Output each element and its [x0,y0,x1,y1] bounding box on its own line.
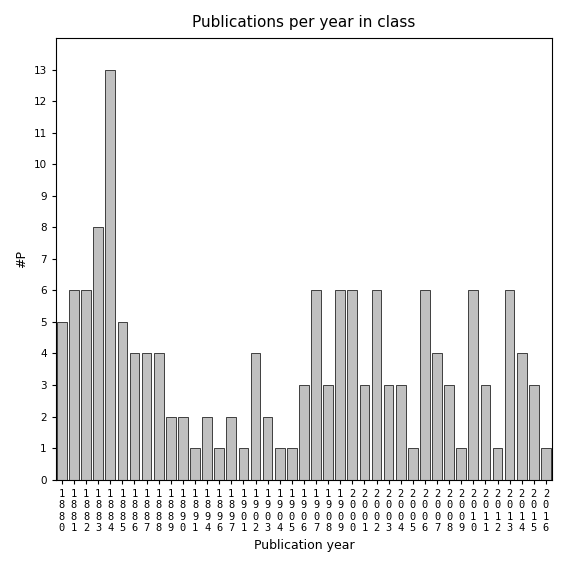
Bar [154,353,163,480]
Bar [94,227,103,480]
Bar [396,385,405,480]
Bar [359,385,369,480]
Bar [348,290,357,480]
Bar [336,290,345,480]
Bar [190,448,200,480]
Bar [420,290,430,480]
Bar [311,290,321,480]
Bar [214,448,224,480]
Bar [69,290,79,480]
Bar [372,290,382,480]
Bar [481,385,490,480]
Bar [529,385,539,480]
Bar [81,290,91,480]
X-axis label: Publication year: Publication year [253,539,354,552]
Bar [178,417,188,480]
Bar [505,290,514,480]
Bar [166,417,176,480]
Bar [57,322,67,480]
Bar [263,417,273,480]
Bar [299,385,309,480]
Bar [117,322,127,480]
Bar [408,448,418,480]
Bar [105,70,115,480]
Bar [517,353,527,480]
Bar [251,353,260,480]
Bar [456,448,466,480]
Bar [142,353,151,480]
Bar [202,417,212,480]
Bar [445,385,454,480]
Bar [239,448,248,480]
Bar [432,353,442,480]
Bar [287,448,297,480]
Bar [275,448,285,480]
Bar [226,417,236,480]
Bar [541,448,551,480]
Bar [493,448,502,480]
Bar [384,385,393,480]
Y-axis label: #P: #P [15,250,28,268]
Bar [468,290,478,480]
Title: Publications per year in class: Publications per year in class [192,15,416,30]
Bar [130,353,139,480]
Bar [323,385,333,480]
